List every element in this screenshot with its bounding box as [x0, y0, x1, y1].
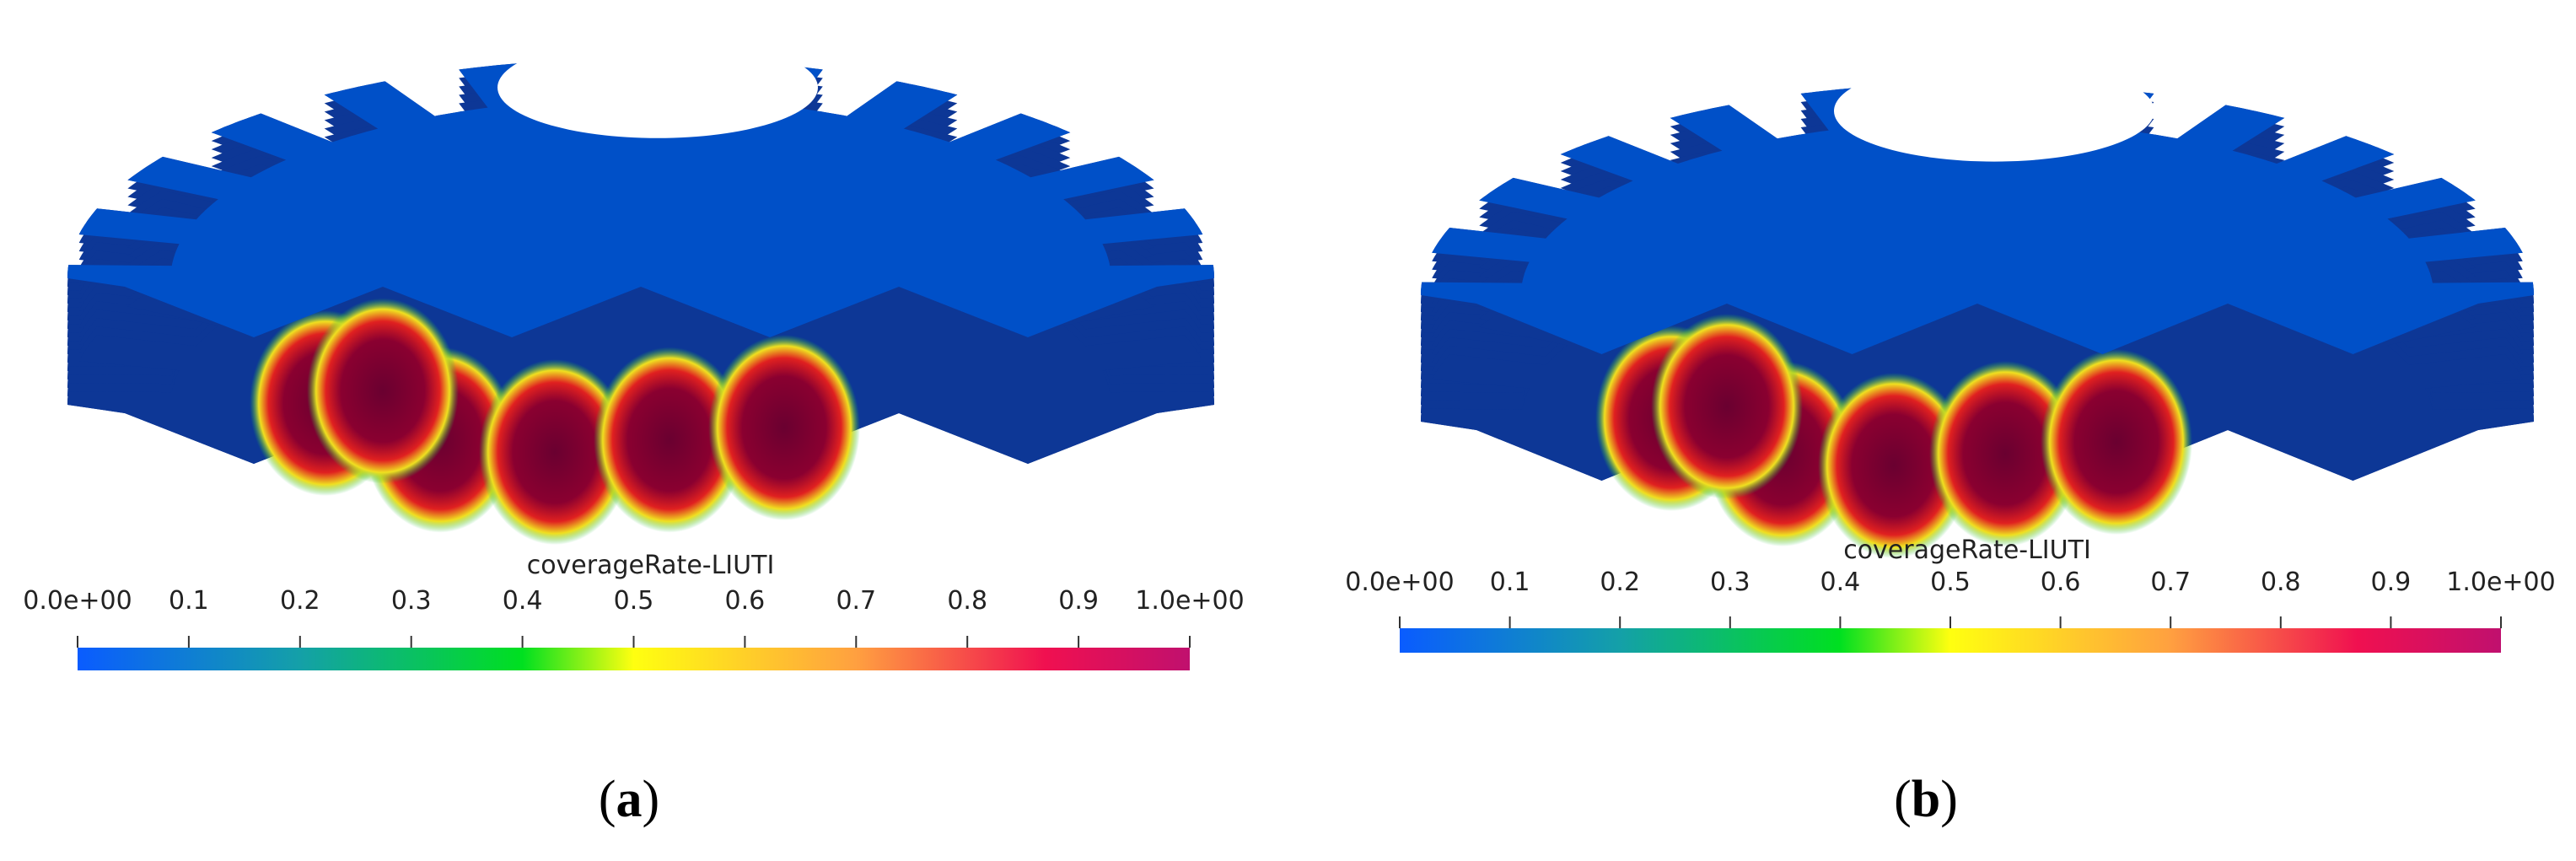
colorbar-tick-label: 0.7 — [2150, 568, 2191, 597]
caption-paren: ) — [643, 771, 660, 828]
colorbar-tick-label: 0.2 — [280, 586, 320, 616]
colorbar-tick-label: 0.9 — [2371, 568, 2412, 597]
colorbar-title: coverageRate-LIUTI — [527, 551, 775, 580]
colorbar-tick-label: 0.1 — [169, 586, 209, 616]
coverage-patch — [708, 335, 860, 520]
colorbar-tick-label: 0.4 — [503, 586, 543, 616]
gear-bore — [497, 36, 818, 138]
colorbar — [1400, 628, 2501, 653]
colorbar-tick-label: 0.9 — [1058, 586, 1099, 616]
colorbar-tick-label: 0.3 — [391, 586, 432, 616]
colorbar-tick-label: 0.6 — [2041, 568, 2081, 597]
colorbar-tick-label: 0.8 — [947, 586, 987, 616]
coverage-patch — [1929, 361, 2081, 546]
caption-letter: b — [1912, 771, 1940, 828]
caption-letter: a — [616, 771, 643, 828]
coverage-patch — [594, 347, 745, 533]
colorbar-tick-label: 1.0e+00 — [2446, 568, 2555, 597]
caption: (a) — [599, 771, 659, 828]
colorbar-tick-label: 0.0e+00 — [1345, 568, 1454, 597]
caption-paren: ) — [1940, 771, 1958, 828]
colorbar-tick-label: 0.2 — [1600, 568, 1640, 597]
gear-top — [67, 58, 1214, 337]
colorbar-tick-label: 0.8 — [2261, 568, 2301, 597]
colorbar-tick-label: 0.0e+00 — [23, 586, 132, 616]
colorbar-tick-label: 0.6 — [725, 586, 766, 616]
caption-paren: ( — [1894, 771, 1912, 828]
coverage-patch — [1818, 373, 1970, 558]
gear-top — [1421, 83, 2534, 354]
coverage-patch — [1651, 314, 1803, 499]
colorbar — [78, 648, 1190, 670]
colorbar-tick-label: 1.0e+00 — [1135, 586, 1244, 616]
coverage-patch — [307, 298, 459, 484]
caption-paren: ( — [599, 771, 616, 828]
panel: coverageRate-LIUTI 0.0e+00 0.1 0.2 0.3 0.4 0.5… — [1345, 60, 2556, 828]
colorbar-title: coverageRate-LIUTI — [1843, 535, 2091, 565]
colorbar-tick-label: 0.1 — [1490, 568, 1530, 597]
gear-bore — [1834, 60, 2154, 162]
colorbar-tick-label: 0.3 — [1710, 568, 1750, 597]
coverage-patch — [2041, 349, 2192, 535]
colorbar-tick-label: 0.4 — [1820, 568, 1861, 597]
colorbar-tick-label: 0.5 — [614, 586, 654, 616]
coverage-patch — [479, 359, 631, 545]
colorbar-tick-label: 0.7 — [836, 586, 876, 616]
colorbar-tick-label: 0.5 — [1930, 568, 1971, 597]
panel: coverageRate-LIUTI 0.0e+00 0.1 0.2 0.3 0.4 0.5… — [23, 36, 1245, 828]
caption: (b) — [1894, 771, 1958, 828]
